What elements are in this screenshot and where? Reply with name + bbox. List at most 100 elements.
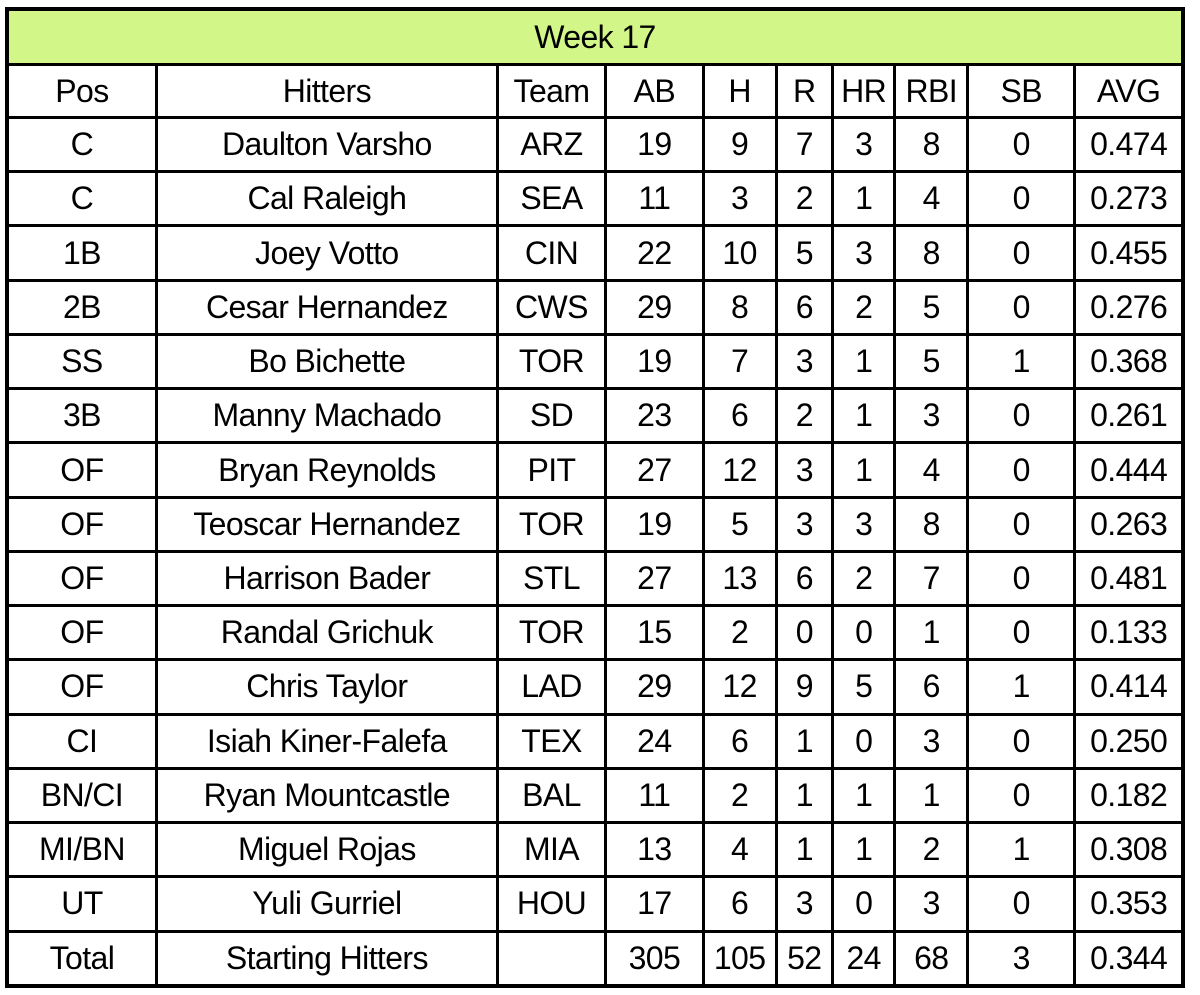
cell-h: 10 (701, 224, 778, 282)
cell-avg: 0.263 (1073, 495, 1185, 553)
table-row: MI/BN Miguel Rojas MIA 13 4 1 1 2 1 0.308 (5, 821, 1185, 879)
cell-team (495, 929, 608, 988)
cell-r: 6 (774, 278, 835, 336)
table-row: OF Randal Grichuk TOR 15 2 0 0 1 0 0.133 (5, 604, 1185, 662)
cell-sb: 0 (966, 115, 1077, 174)
cell-sb: 1 (966, 658, 1077, 716)
header-row: Pos Hitters Team AB H R HR RBI SB AVG (5, 63, 1185, 119)
cell-ab: 11 (604, 170, 705, 228)
cell-h: 105 (701, 929, 778, 988)
header-cell-hr: HR (831, 63, 897, 119)
cell-r: 3 (774, 495, 835, 553)
cell-r: 1 (774, 766, 835, 825)
cell-pos: OF (5, 549, 158, 608)
cell-rbi: 7 (893, 549, 970, 608)
table-row: 1B Joey Votto CIN 22 10 5 3 8 0 0.455 (5, 224, 1185, 282)
cell-pos: Total (5, 929, 158, 988)
cell-h: 6 (701, 387, 778, 445)
cell-r: 2 (774, 387, 835, 445)
cell-hr: 5 (831, 658, 897, 716)
cell-hitter: Bo Bichette (154, 332, 499, 391)
cell-rbi: 8 (893, 224, 970, 282)
cell-sb: 0 (966, 278, 1077, 336)
cell-hitter: Bryan Reynolds (154, 441, 499, 499)
cell-sb: 1 (966, 332, 1077, 391)
cell-team: PIT (495, 441, 608, 499)
cell-pos: 2B (5, 278, 158, 336)
cell-rbi: 2 (893, 821, 970, 879)
cell-team: TOR (495, 495, 608, 553)
cell-r: 5 (774, 224, 835, 282)
cell-team: STL (495, 549, 608, 608)
cell-sb: 0 (966, 712, 1077, 770)
cell-ab: 305 (604, 929, 705, 988)
table-row: BN/CI Ryan Mountcastle BAL 11 2 1 1 1 0 0.182 (5, 766, 1185, 825)
cell-rbi: 3 (893, 387, 970, 445)
cell-r: 1 (774, 712, 835, 770)
cell-avg: 0.133 (1073, 604, 1185, 662)
cell-avg: 0.261 (1073, 387, 1185, 445)
cell-ab: 19 (604, 332, 705, 391)
cell-r: 52 (774, 929, 835, 988)
cell-avg: 0.308 (1073, 821, 1185, 879)
cell-pos: MI/BN (5, 821, 158, 879)
cell-h: 12 (701, 441, 778, 499)
cell-sb: 0 (966, 224, 1077, 282)
cell-pos: 1B (5, 224, 158, 282)
cell-avg: 0.474 (1073, 115, 1185, 174)
stats-sheet: Week 17 Pos Hitters Team AB H R HR RBI SB AVG C Da… (5, 7, 1185, 988)
cell-sb: 0 (966, 387, 1077, 445)
cell-team: TEX (495, 712, 608, 770)
cell-rbi: 1 (893, 604, 970, 662)
cell-hr: 0 (831, 712, 897, 770)
cell-rbi: 5 (893, 278, 970, 336)
cell-rbi: 6 (893, 658, 970, 716)
cell-sb: 1 (966, 821, 1077, 879)
cell-sb: 0 (966, 875, 1077, 933)
cell-pos: C (5, 170, 158, 228)
cell-rbi: 1 (893, 766, 970, 825)
cell-hitter: Joey Votto (154, 224, 499, 282)
cell-pos: BN/CI (5, 766, 158, 825)
table-row: 3B Manny Machado SD 23 6 2 1 3 0 0.261 (5, 387, 1185, 445)
header-cell-sb: SB (966, 63, 1077, 119)
cell-ab: 22 (604, 224, 705, 282)
header-cell-h: H (701, 63, 778, 119)
cell-hitter: Isiah Kiner-Falefa (154, 712, 499, 770)
cell-r: 9 (774, 658, 835, 716)
cell-h: 5 (701, 495, 778, 553)
table-row: OF Harrison Bader STL 27 13 6 2 7 0 0.481 (5, 549, 1185, 608)
cell-pos: SS (5, 332, 158, 391)
cell-pos: OF (5, 441, 158, 499)
cell-sb: 0 (966, 604, 1077, 662)
cell-ab: 19 (604, 495, 705, 553)
cell-rbi: 68 (893, 929, 970, 988)
cell-hitter: Teoscar Hernandez (154, 495, 499, 553)
cell-sb: 0 (966, 766, 1077, 825)
cell-r: 7 (774, 115, 835, 174)
cell-hitter: Ryan Mountcastle (154, 766, 499, 825)
cell-team: TOR (495, 332, 608, 391)
table-body: C Daulton Varsho ARZ 19 9 7 3 8 0 0.474 C Cal Ralei… (5, 115, 1185, 988)
cell-avg: 0.344 (1073, 929, 1185, 988)
cell-hitter: Manny Machado (154, 387, 499, 445)
cell-ab: 13 (604, 821, 705, 879)
cell-team: HOU (495, 875, 608, 933)
cell-team: SEA (495, 170, 608, 228)
cell-pos: CI (5, 712, 158, 770)
table-title: Week 17 (5, 7, 1185, 66)
cell-h: 7 (701, 332, 778, 391)
cell-team: MIA (495, 821, 608, 879)
cell-avg: 0.481 (1073, 549, 1185, 608)
header-cell-ab: AB (604, 63, 705, 119)
cell-h: 4 (701, 821, 778, 879)
cell-hitter: Cal Raleigh (154, 170, 499, 228)
cell-rbi: 3 (893, 712, 970, 770)
cell-sb: 0 (966, 495, 1077, 553)
cell-sb: 0 (966, 549, 1077, 608)
cell-team: CIN (495, 224, 608, 282)
cell-hitter: Chris Taylor (154, 658, 499, 716)
cell-h: 6 (701, 875, 778, 933)
cell-h: 2 (701, 766, 778, 825)
cell-hr: 1 (831, 332, 897, 391)
